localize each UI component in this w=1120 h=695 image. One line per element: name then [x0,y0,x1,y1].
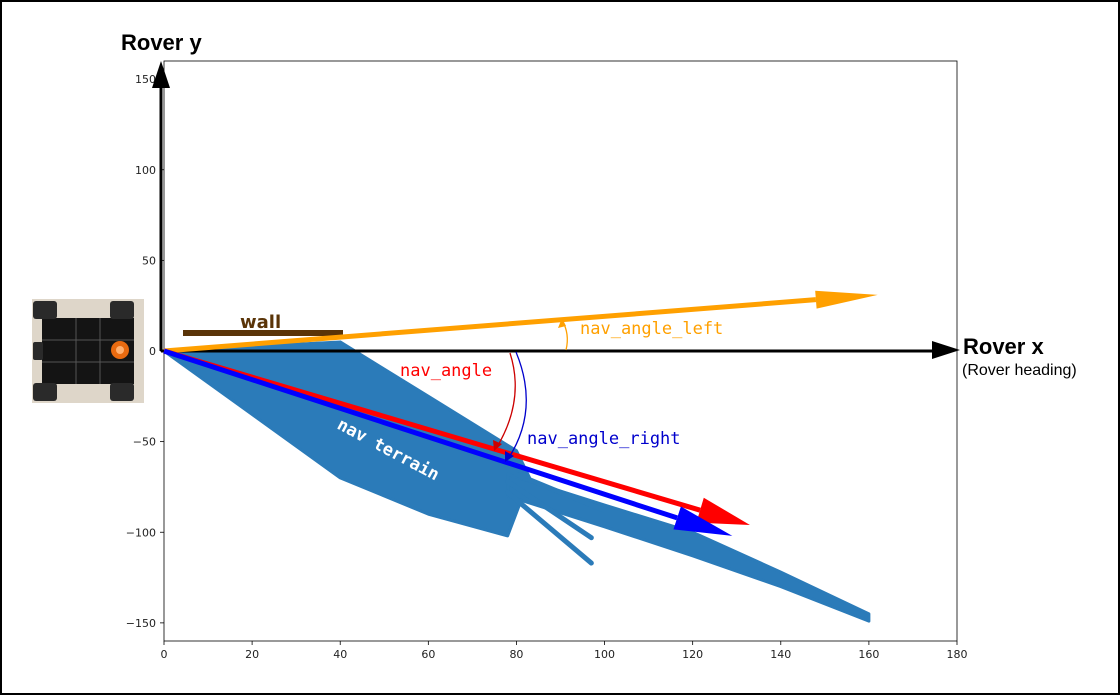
rover-y-label: Rover y [121,30,202,55]
nav-angle-right-label: nav_angle_right [527,429,681,449]
x-tick-label: 80 [509,648,523,661]
terrain-strip [513,471,608,513]
x-tick-label: 0 [161,648,168,661]
x-tick-label: 100 [594,648,615,661]
terrain-strip [505,489,594,566]
nav-angle-right-arc-arrow [505,451,514,462]
x-tick-label: 60 [421,648,435,661]
x-tick-label: 160 [858,648,879,661]
x-tick-label: 140 [770,648,791,661]
y-tick-label: 0 [149,345,156,358]
nav-angle-left-arrowhead [815,290,878,309]
nav-angle-arc-arrow [493,440,502,451]
y-tick-label: −150 [126,617,156,630]
terrain-region [162,340,532,538]
rover-axes [152,61,960,359]
nav-angle-left-label: nav_angle_left [580,319,723,339]
x-tick-label: 40 [333,648,347,661]
x-axis-ticks: 0 20 40 60 80 100 120 140 160 180 [161,641,968,661]
rover-heading-label: (Rover heading) [962,362,1077,379]
nav-angle-left-vector [163,297,817,354]
y-tick-label: −100 [126,526,156,539]
y-tick-label: 50 [142,254,156,267]
y-tick-label: −50 [133,436,156,449]
y-tick-label: 100 [135,164,156,177]
nav-terrain-points [162,340,871,623]
nav-angle-right-arc [507,351,527,460]
rover-image [32,299,144,403]
nav-angle-right-arrowhead [673,506,733,536]
x-tick-label: 20 [245,648,259,661]
y-tick-label: 150 [135,73,156,86]
nav-angle-right-vector [163,348,678,521]
nav-angle-left-arc-arrow [558,318,566,328]
wall-bar [183,330,343,336]
terrain-region [506,472,871,623]
nav-angle-label: nav_angle [400,361,492,381]
rover-x-label: Rover x [963,334,1044,359]
x-tick-label: 180 [947,648,968,661]
x-tick-label: 120 [682,648,703,661]
nav-angle-arc [496,352,516,448]
terrain-strip [505,479,594,541]
nav-angle-arrowhead [696,497,750,525]
wall-label: wall [240,312,281,333]
nav-vectors [163,290,878,536]
